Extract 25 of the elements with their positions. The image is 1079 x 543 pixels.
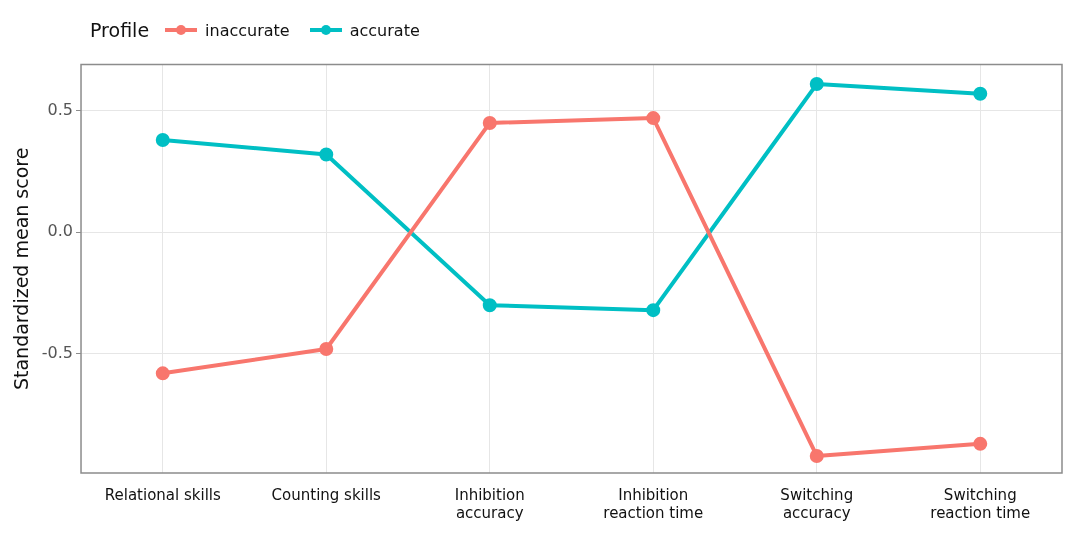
y-axis-title: Standardized mean score xyxy=(10,147,33,391)
x-tick-label: Relational skills xyxy=(104,485,221,504)
point xyxy=(973,436,988,451)
point xyxy=(482,298,497,313)
point xyxy=(809,77,824,92)
point xyxy=(155,132,170,147)
legend-label: accurate xyxy=(348,20,420,40)
point xyxy=(646,303,661,318)
point xyxy=(319,342,334,357)
legend-title: Profile xyxy=(90,19,150,41)
point xyxy=(646,111,661,126)
x-tick-label: Inhibition accuracy xyxy=(454,485,525,522)
point xyxy=(155,366,170,381)
point xyxy=(319,147,334,162)
x-tick-label: Switching accuracy xyxy=(780,485,854,522)
point xyxy=(482,115,497,130)
y-tick-label: 0.5 xyxy=(47,99,74,119)
y-tick-label: 0.0 xyxy=(47,221,74,241)
x-tick-label: Counting skills xyxy=(271,485,382,504)
point xyxy=(973,86,988,101)
x-tick-label: Switching reaction time xyxy=(930,485,1031,522)
x-tick-label: Inhibition reaction time xyxy=(603,485,704,522)
point xyxy=(809,448,824,463)
y-tick-label: -0.5 xyxy=(41,343,74,363)
legend-label: inaccurate xyxy=(204,20,290,40)
